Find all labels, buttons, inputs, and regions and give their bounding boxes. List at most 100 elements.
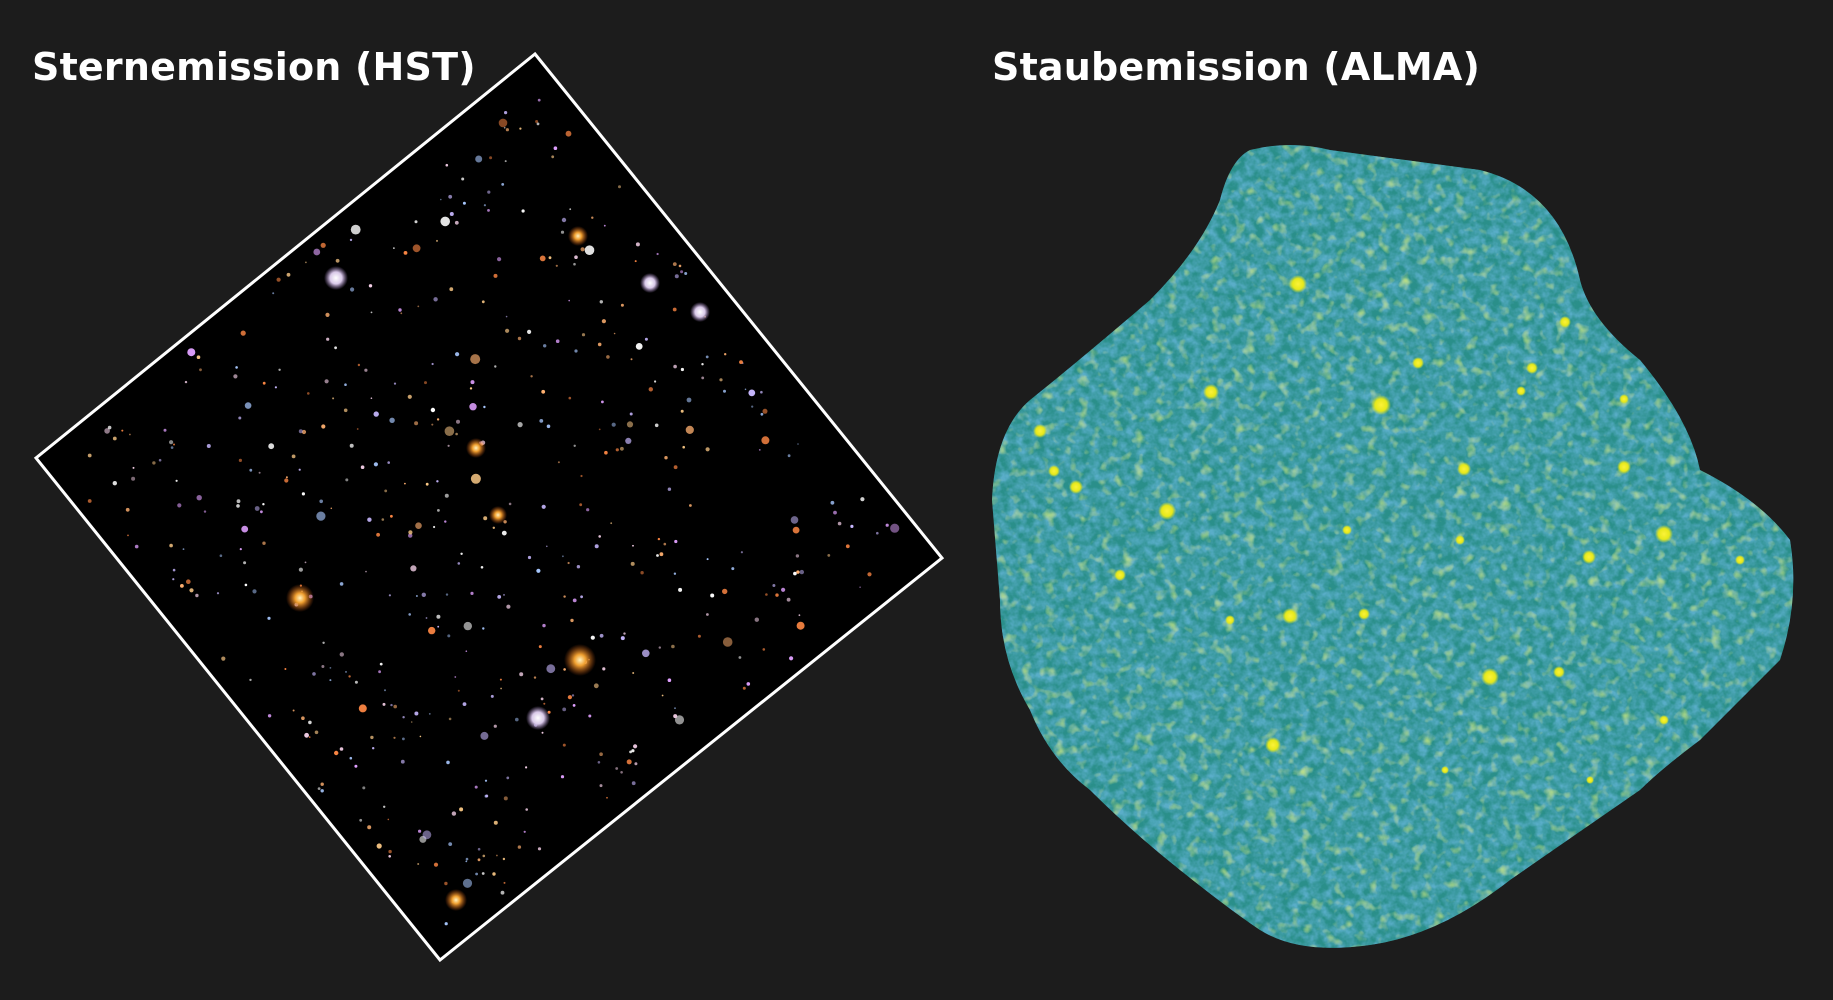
hst-galaxy: [485, 794, 489, 798]
hst-galaxy: [291, 454, 296, 459]
hst-galaxy: [557, 461, 560, 464]
hst-galaxy: [634, 762, 638, 766]
hst-bright-source: [568, 226, 588, 246]
hst-galaxy: [284, 668, 287, 670]
hst-galaxy: [465, 860, 468, 863]
hst-galaxy: [433, 297, 438, 302]
hst-galaxy: [799, 569, 804, 575]
hst-galaxy: [388, 855, 392, 858]
hst-galaxy: [414, 220, 418, 224]
hst-image-frame: [33, 51, 945, 963]
hst-galaxy: [584, 245, 595, 255]
hst-galaxy: [656, 554, 659, 557]
hst-galaxy: [356, 428, 359, 430]
hst-galaxy: [322, 641, 325, 644]
hst-galaxy: [561, 217, 567, 223]
hst-galaxy: [790, 516, 799, 524]
hst-galaxy: [517, 336, 522, 341]
hst-galaxy: [492, 872, 496, 876]
hst-galaxy: [414, 421, 419, 426]
hst-galaxy: [196, 495, 202, 501]
hst-galaxy: [599, 752, 603, 756]
hst-galaxy: [383, 805, 386, 808]
hst-galaxy: [674, 707, 676, 710]
hst-galaxy: [408, 530, 413, 535]
hst-galaxy: [357, 363, 361, 367]
hst-galaxy: [722, 637, 733, 647]
hst-galaxy: [329, 667, 332, 669]
hst-bright-source: [324, 266, 348, 290]
hst-galaxy: [345, 671, 347, 673]
hst-galaxy: [885, 523, 889, 527]
hst-galaxy: [474, 785, 478, 789]
hst-galaxy: [724, 353, 727, 356]
hst-galaxy: [503, 796, 508, 801]
hst-galaxy: [519, 672, 524, 677]
hst-galaxy: [508, 502, 512, 506]
hst-galaxy: [184, 380, 188, 384]
hst-galaxy: [597, 342, 602, 347]
hst-galaxy: [591, 216, 594, 219]
hst-galaxy: [448, 717, 452, 721]
hst-galaxy: [682, 445, 685, 449]
hst-galaxy: [663, 542, 667, 546]
hst-galaxy: [504, 111, 508, 115]
hst-galaxy: [410, 565, 417, 572]
hst-galaxy: [410, 721, 413, 723]
alma-dust-source: [1655, 525, 1673, 543]
hst-galaxy: [238, 416, 242, 420]
alma-dust-source: [1441, 766, 1449, 774]
hst-galaxy: [505, 328, 510, 333]
hst-galaxy: [654, 423, 659, 428]
hst-galaxy: [132, 466, 135, 469]
hst-galaxy: [642, 649, 650, 658]
hst-galaxy: [339, 652, 344, 657]
hst-galaxy: [740, 551, 744, 554]
hst-galaxy: [775, 593, 779, 597]
hst-galaxy: [744, 388, 747, 391]
hst-galaxy: [673, 364, 677, 369]
hst-galaxy: [593, 683, 599, 689]
hst-galaxy: [546, 545, 548, 548]
hst-galaxy: [345, 478, 349, 482]
hst-galaxy: [436, 614, 441, 619]
hst-galaxy: [539, 255, 546, 262]
hst-galaxy: [286, 272, 291, 277]
hst-galaxy: [470, 380, 475, 385]
hst-galaxy: [367, 825, 372, 830]
hst-galaxy: [672, 262, 677, 266]
hst-galaxy: [487, 209, 490, 212]
hst-galaxy: [533, 676, 537, 679]
alma-dust-source: [1526, 362, 1538, 374]
hst-galaxy: [567, 561, 570, 565]
hst-galaxy: [503, 127, 506, 129]
alma-dust-source: [1158, 502, 1176, 520]
hst-galaxy: [546, 424, 551, 429]
hst-bright-source: [526, 706, 550, 730]
hst-galaxy: [706, 558, 709, 561]
hst-galaxy: [680, 367, 685, 372]
hst-galaxies: [87, 98, 900, 926]
hst-galaxy: [379, 662, 383, 666]
alma-dust-source: [1516, 386, 1526, 396]
hst-galaxy: [739, 360, 743, 364]
hst-galaxy: [630, 358, 633, 361]
hst-galaxy: [451, 811, 457, 816]
hst-galaxy: [656, 252, 659, 256]
hst-galaxy: [431, 423, 434, 426]
hst-bright-source: [445, 889, 467, 911]
hst-galaxy: [517, 422, 523, 428]
alma-dust-source: [1455, 535, 1465, 545]
hst-galaxy: [354, 764, 358, 768]
hst-galaxy: [632, 672, 635, 674]
hst-galaxy: [455, 432, 458, 436]
hst-galaxy: [731, 567, 735, 571]
hst-galaxy: [388, 594, 391, 597]
hst-galaxy: [527, 555, 532, 560]
hst-galaxy: [444, 922, 448, 926]
alma-dust-source: [1342, 525, 1352, 535]
hst-galaxy: [754, 617, 759, 622]
hst-galaxy: [560, 775, 565, 779]
hst-galaxy: [414, 711, 419, 716]
hst-galaxy: [350, 224, 361, 235]
